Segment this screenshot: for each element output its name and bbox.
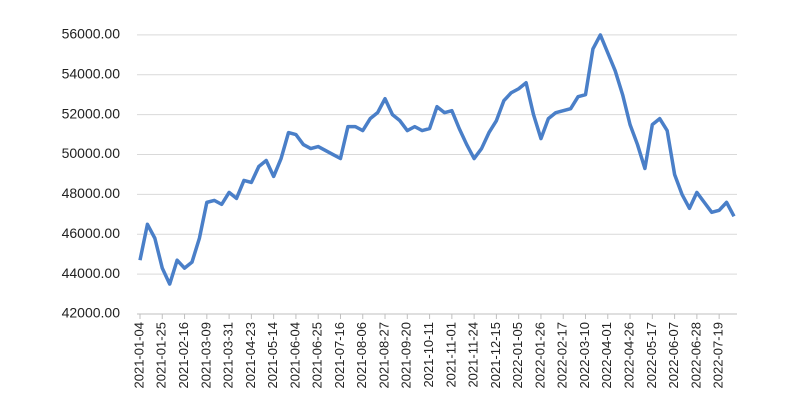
x-tick-label: 2022-06-07 (666, 322, 681, 389)
x-tick-label: 2021-09-20 (399, 322, 414, 389)
x-tick-label: 2021-01-04 (131, 322, 146, 389)
x-tick-label: 2022-01-26 (532, 322, 547, 389)
y-tick-label: 44000.00 (62, 265, 121, 281)
x-tick-label: 2021-05-14 (265, 322, 280, 389)
y-tick-label: 42000.00 (62, 305, 121, 321)
x-tick-label: 2022-03-10 (577, 322, 592, 389)
x-tick-label: 2021-08-27 (376, 322, 391, 389)
data-line (138, 33, 736, 286)
x-tick-label: 2021-12-15 (488, 322, 503, 389)
y-tick-label: 50000.00 (62, 145, 121, 161)
x-tick-label: 2021-06-25 (310, 322, 325, 389)
y-tick-label: 48000.00 (62, 185, 121, 201)
x-tick-label: 2021-02-16 (176, 322, 191, 389)
x-tick-label: 2021-03-09 (198, 322, 213, 389)
x-tick-label: 2021-10-11 (421, 322, 436, 388)
x-tick-label: 2022-05-17 (644, 322, 659, 389)
x-tick-label: 2022-07-19 (711, 322, 726, 389)
x-tick-label: 2021-07-16 (332, 322, 347, 389)
x-tick-label: 2022-04-26 (621, 322, 636, 389)
x-tick-label: 2021-04-23 (243, 322, 258, 389)
x-tick-label: 2022-01-05 (510, 322, 525, 389)
y-tick-label: 52000.00 (62, 105, 121, 121)
x-tick-label: 2022-04-01 (599, 322, 614, 389)
y-tick-label: 56000.00 (62, 26, 121, 42)
x-tick-label: 2021-11-01 (443, 322, 458, 388)
x-tick-label: 2022-06-28 (688, 322, 703, 389)
y-tick-label: 46000.00 (62, 225, 121, 241)
x-tick-label: 2021-01-25 (154, 322, 169, 389)
x-tick-label: 2022-02-17 (555, 322, 570, 389)
y-tick-label: 54000.00 (62, 66, 121, 82)
x-tick-label: 2021-06-04 (287, 322, 302, 389)
x-tick-label: 2021-11-24 (466, 322, 481, 388)
x-tick-label: 2021-08-06 (354, 322, 369, 389)
x-tick-label: 2021-03-31 (221, 322, 236, 389)
